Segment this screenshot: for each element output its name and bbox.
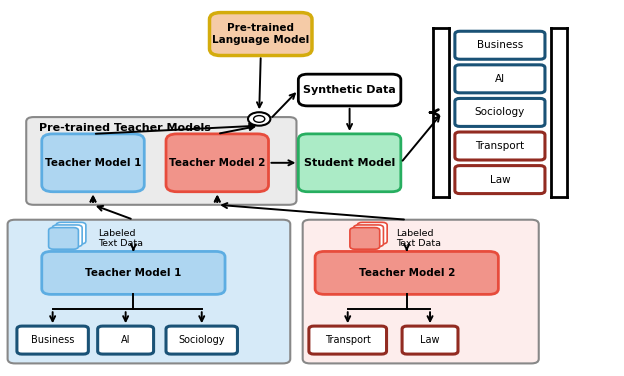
Text: Teacher Model 2: Teacher Model 2 [359,268,455,278]
FancyBboxPatch shape [402,326,458,354]
FancyBboxPatch shape [210,12,312,56]
Text: Transport: Transport [475,141,525,151]
FancyBboxPatch shape [455,65,545,93]
Text: Law: Law [421,335,440,345]
Text: Teacher Model 2: Teacher Model 2 [169,158,265,168]
FancyBboxPatch shape [455,99,545,126]
Text: AI: AI [495,74,505,84]
FancyBboxPatch shape [42,252,225,294]
Text: Teacher Model 1: Teacher Model 1 [85,268,182,278]
Text: Teacher Model 1: Teacher Model 1 [45,158,141,168]
FancyBboxPatch shape [354,225,383,247]
FancyBboxPatch shape [49,227,79,249]
Text: Pre-trained Teacher Models: Pre-trained Teacher Models [39,123,210,133]
FancyBboxPatch shape [298,134,401,192]
Text: Sociology: Sociology [178,335,225,345]
FancyBboxPatch shape [26,117,296,205]
Text: AI: AI [121,335,130,345]
Text: Business: Business [477,40,523,50]
FancyBboxPatch shape [298,74,401,106]
FancyBboxPatch shape [455,31,545,59]
FancyBboxPatch shape [166,134,268,192]
FancyBboxPatch shape [303,220,539,364]
Circle shape [253,115,265,122]
Text: Pre-trained
Language Model: Pre-trained Language Model [212,23,310,45]
FancyBboxPatch shape [455,165,545,194]
FancyBboxPatch shape [42,134,144,192]
Text: Labeled
Text Data: Labeled Text Data [396,229,441,248]
Text: Transport: Transport [324,335,371,345]
FancyBboxPatch shape [52,225,82,247]
Text: Synthetic Data: Synthetic Data [303,85,396,95]
Text: Student Model: Student Model [304,158,395,168]
FancyBboxPatch shape [309,326,386,354]
FancyBboxPatch shape [455,132,545,160]
Text: Business: Business [31,335,74,345]
FancyBboxPatch shape [166,326,238,354]
Text: Law: Law [490,174,510,185]
FancyBboxPatch shape [315,252,499,294]
FancyBboxPatch shape [98,326,154,354]
FancyBboxPatch shape [7,220,290,364]
Circle shape [248,112,270,126]
FancyBboxPatch shape [358,222,387,244]
Text: Sociology: Sociology [475,108,525,117]
FancyBboxPatch shape [350,227,380,249]
FancyBboxPatch shape [17,326,89,354]
FancyBboxPatch shape [56,222,86,244]
Text: Labeled
Text Data: Labeled Text Data [98,229,143,248]
